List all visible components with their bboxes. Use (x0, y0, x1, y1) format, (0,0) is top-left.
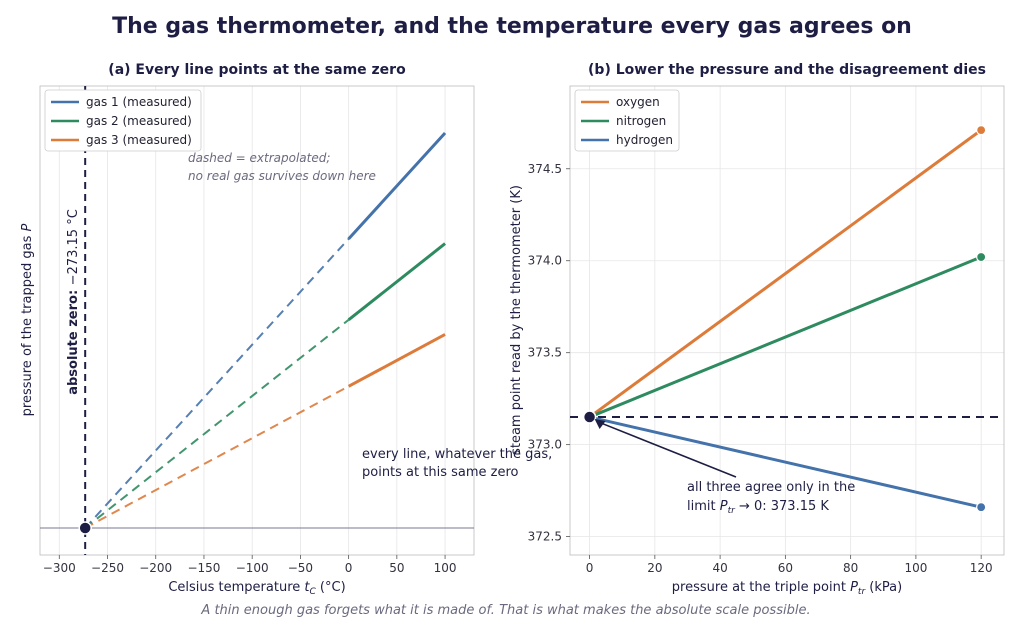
panel-a-tick-label: −100 (236, 561, 269, 575)
panel-a-tick-label: −300 (43, 561, 76, 575)
legend-gas2-label: gas 2 (measured) (86, 114, 192, 128)
gas2-extrapolated-line (84, 319, 350, 529)
absolute-zero-label-bold: absolute zero: (66, 290, 81, 395)
panel-a: (a) Every line points at the same zero −… (20, 62, 552, 597)
gas3-extrapolated-line (84, 385, 350, 529)
absolute-zero-label: absolute zero: −273.15 °C (66, 209, 81, 395)
panel-b-title: (b) Lower the pressure and the disagreem… (588, 62, 986, 78)
panel-b-x-label: pressure at the triple point Ptr (kPa) (672, 580, 902, 597)
legend-hydrogen-label: hydrogen (616, 133, 673, 147)
legend-nitrogen-label: nitrogen (616, 114, 666, 128)
panel-b-y-label: steam point read by the thermometer (K) (509, 185, 524, 455)
panel-b-lines (570, 125, 1004, 513)
panel-b: (b) Lower the pressure and the disagreem… (509, 62, 1005, 597)
panel-b-y-tick-label: 373.5 (528, 346, 562, 360)
page-title: The gas thermometer, and the temperature… (112, 14, 912, 39)
legend-gas3-label: gas 3 (measured) (86, 133, 192, 147)
panel-a-tick-label: 0 (345, 561, 353, 575)
panel-b-x-tick-label: 80 (843, 561, 858, 575)
panel-a-tick-label: −150 (187, 561, 220, 575)
oxygen-line (588, 128, 983, 419)
limit-point (582, 410, 597, 424)
panel-a-x-label: Celsius temperature tC (°C) (168, 580, 345, 597)
extrapolation-note-line-2: no real gas survives down here (188, 169, 376, 183)
limit-annotation-arrow (598, 421, 737, 478)
panel-b-x-tick-label: 120 (970, 561, 993, 575)
panel-b-legend-box (574, 89, 680, 152)
panel-b-x-tick-label: 100 (904, 561, 927, 575)
legend-gas1-label: gas 1 (measured) (86, 95, 192, 109)
panel-a-frame (39, 85, 475, 556)
panel-a-y-label: pressure of the trapped gas P (20, 224, 35, 417)
nitrogen-endpoint (976, 251, 987, 263)
gas1-extrapolated-line (84, 238, 350, 529)
oxygen-endpoint (976, 125, 987, 136)
panel-b-ticks: 0 20 40 60 80 100 120 372.5 373.0 373.5 374.0 374.5 (528, 162, 993, 575)
panel-a-tick-label: 100 (434, 561, 457, 575)
panel-a-x-ticks: −300 −250 −200 −150 −100 −50 0 50 100 (43, 555, 457, 575)
panel-b-y-tick-label: 373.0 (528, 438, 562, 452)
limit-annotation-line-2: limit Ptr → 0: 373.15 K (687, 499, 829, 516)
extrapolation-note-line-1: dashed = extrapolated; (188, 151, 330, 165)
panel-b-x-tick-label: 20 (647, 561, 662, 575)
gas3-measured-line (347, 333, 446, 388)
legend-oxygen-label: oxygen (616, 95, 660, 109)
panel-a-legend: gas 1 (measured) gas 2 (measured) gas 3 … (44, 89, 202, 152)
panel-b-y-tick-label: 372.5 (528, 530, 562, 544)
panel-a-title: (a) Every line points at the same zero (108, 62, 406, 78)
gas2-measured-line (347, 242, 446, 321)
limit-annotation-line-1: all three agree only in the (687, 480, 855, 495)
nitrogen-line (589, 255, 982, 419)
same-zero-annotation-line-2: points at this same zero (362, 465, 519, 480)
limit-annotation-arrowhead (594, 419, 606, 430)
panel-b-grid (570, 86, 1004, 555)
panel-b-y-tick-label: 374.5 (528, 162, 562, 176)
panel-a-tick-label: 50 (389, 561, 404, 575)
panel-b-frame (569, 85, 1005, 556)
hydrogen-endpoint (976, 502, 987, 513)
panel-a-tick-label: −50 (288, 561, 313, 575)
panel-a-grid (58, 86, 446, 555)
panel-b-y-tick-label: 374.0 (528, 254, 562, 268)
panel-a-tick-label: −250 (91, 561, 124, 575)
footer-caption: A thin enough gas forgets what it is mad… (201, 603, 811, 618)
absolute-zero-point (78, 521, 92, 535)
same-zero-annotation-line-1: every line, whatever the gas, (362, 447, 552, 462)
panel-b-x-tick-label: 60 (778, 561, 793, 575)
panel-a-lines (40, 86, 474, 555)
panel-a-legend-box (44, 89, 202, 152)
gas1-measured-line (347, 131, 447, 240)
absolute-zero-value: −273.15 °C (66, 209, 81, 285)
panel-b-x-tick-label: 0 (586, 561, 594, 575)
panel-b-legend: oxygen nitrogen hydrogen (574, 89, 680, 152)
hydrogen-line (589, 415, 982, 509)
panel-a-tick-label: −200 (139, 561, 172, 575)
panel-b-x-tick-label: 40 (712, 561, 727, 575)
